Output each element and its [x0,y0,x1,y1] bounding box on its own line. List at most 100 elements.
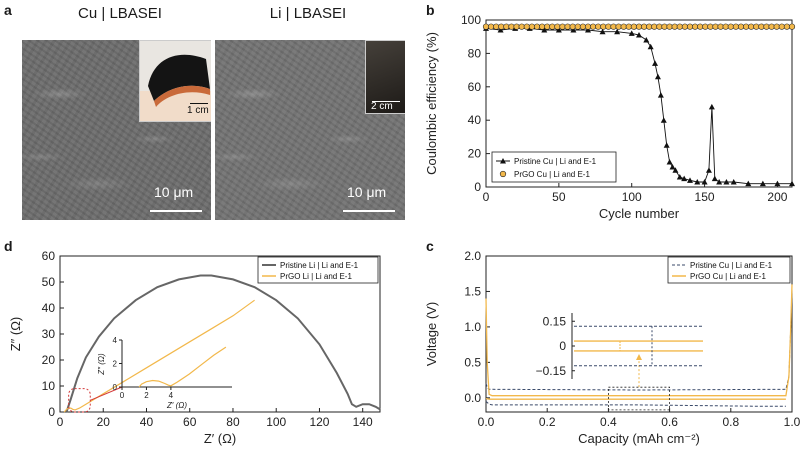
point-pristine [676,173,683,180]
point-pristine [759,180,766,187]
point-pristine [497,27,504,33]
y-tick-label: 0 [48,405,55,419]
x-axis-label: Cycle number [599,206,680,221]
chart-b: 0 50 100 150 200 0 20 40 60 80 100 Cycle number Coul… [424,13,796,221]
inset-x-tick-label: 2 [144,391,149,400]
flexible-electrode-photo: 1 cm [139,40,211,122]
y-tick-label: 30 [42,327,56,341]
x-tick-label: 50 [552,190,566,204]
scale-bar-right [343,210,395,212]
point-prgo [727,23,734,30]
point-prgo [661,23,668,30]
y-tick-label: 100 [461,13,481,27]
point-prgo [737,23,745,30]
point-prgo [732,23,740,30]
inset-y-tick-label: 0.15 [543,314,567,328]
point-prgo [676,23,683,30]
y-tick-label: 60 [42,249,56,263]
point-prgo [528,23,535,30]
point-pristine [555,27,562,33]
point-prgo [773,23,780,30]
point-pristine [789,180,795,187]
y-tick-label: 40 [42,301,56,315]
series-line-pristine-cu-charge [485,291,793,391]
point-prgo [498,23,505,30]
inset-scale-bar-left [190,103,208,104]
x-tick-label: 1.0 [784,415,801,429]
point-prgo [748,23,755,30]
point-pristine [687,177,693,183]
inset-y-tick-label: 2 [113,360,118,369]
x-tick-label: 80 [226,415,240,429]
point-prgo [549,23,556,30]
li-foil-photo: 2 cm [365,40,405,114]
point-pristine [614,28,621,35]
sem-right-title: Li | LBASEI [269,5,347,22]
point-prgo [493,23,500,30]
point-prgo [651,23,658,30]
point-prgo [692,23,699,30]
inset-x-axis-label: Z′ (Ω) [166,401,187,410]
point-prgo [717,23,724,30]
panel-c-letter: c [426,238,434,254]
point-prgo [656,23,663,30]
point-prgo [743,23,750,30]
legend-label-prgo: PrGO Cu | Li and E-1 [514,170,590,179]
legend-label-prgo-li: PrGO Li | Li and E-1 [280,272,352,281]
point-prgo [574,23,581,30]
point-prgo [538,23,546,30]
point-prgo [635,23,643,30]
inset-x-tick-label: 0 [120,391,125,400]
point-prgo [753,23,760,30]
point-prgo [768,23,775,30]
point-prgo [523,23,530,30]
series-line-pristine-li [65,274,381,413]
inset-x-tick-label: 4 [169,391,174,400]
y-tick-label: 0 [474,180,481,194]
point-pristine [723,178,730,185]
y-tick-label: 0.5 [464,355,481,369]
x-axis-label: Z′ (Ω) [204,431,236,446]
inset-scale-left: 1 cm [187,105,209,116]
x-tick-label: 0.0 [478,415,495,429]
point-pristine [716,178,723,185]
point-pristine [636,32,642,38]
series-line-prgo-cu-charge [485,284,793,397]
point-prgo [584,23,592,30]
inset-y-tick-label: 4 [113,336,118,345]
point-prgo [763,23,770,30]
point-prgo [487,23,495,30]
legend-box [491,151,617,183]
point-prgo [681,23,689,30]
x-tick-label: 40 [140,415,154,429]
point-prgo [508,23,515,30]
point-pristine [708,103,715,110]
scale-label-right: 10 μm [347,184,387,200]
point-prgo [544,23,551,30]
point-prgo [625,23,632,30]
x-tick-label: 0.6 [661,415,678,429]
point-prgo [554,23,561,30]
point-pristine [701,178,708,185]
x-tick-label: 0 [57,415,64,429]
sem-image-right: 2 cm 10 μm [215,40,405,220]
y-tick-label: 60 [468,80,482,94]
y-axis-label: Z″ (Ω) [8,317,23,352]
point-pristine [660,117,667,123]
point-prgo [630,23,637,30]
point-prgo [513,23,520,30]
point-pristine [745,180,752,187]
plot-frame [485,19,793,188]
x-tick-label: 150 [695,190,715,204]
point-prgo [778,23,785,30]
legend-marker-pristine [500,158,506,164]
legend-box [667,256,791,284]
point-pristine [654,73,661,80]
scale-bar-left [150,210,202,212]
point-prgo [590,23,597,30]
y-tick-label: 2.0 [464,249,481,263]
point-pristine [652,60,659,66]
point-prgo [559,23,566,30]
point-prgo [686,23,694,30]
point-prgo [482,23,490,30]
